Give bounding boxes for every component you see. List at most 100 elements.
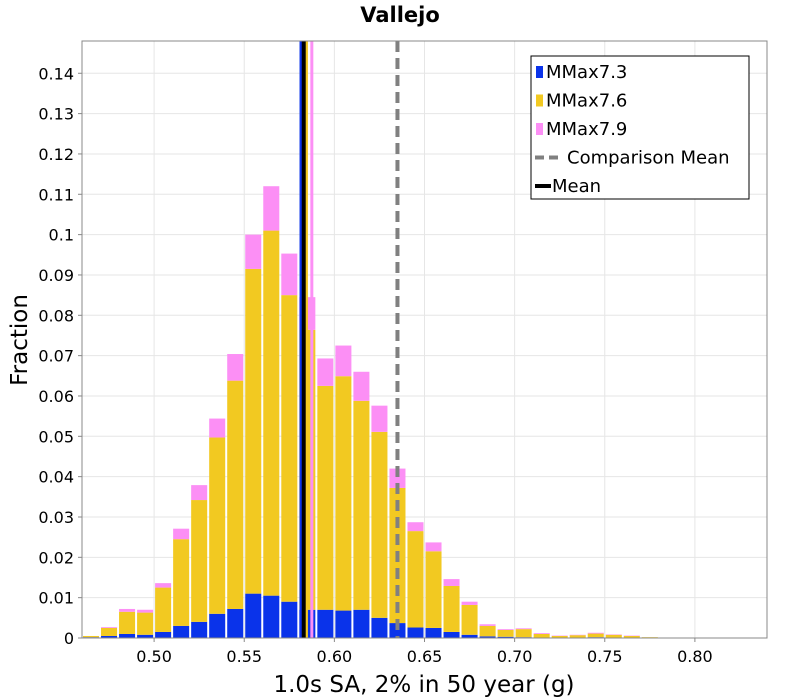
- y-tick-label: 0.06: [38, 387, 74, 406]
- bar-mmax7-9: [137, 609, 154, 613]
- x-tick-label: 0.60: [317, 647, 353, 666]
- x-tick-label: 0.65: [407, 647, 443, 666]
- y-tick-label: 0.08: [38, 306, 74, 325]
- bar-mmax7-6: [623, 635, 640, 638]
- y-axis-ticks: 0 0.01 0.02 0.03 0.04 0.05 0.06 0.07 0.08 0.09 0.1…: [38, 64, 82, 648]
- bar-mmax7-9: [317, 358, 334, 386]
- bar-mmax7-6: [479, 625, 496, 637]
- bar-mmax7-6: [137, 612, 154, 635]
- bar-mmax7-9: [263, 186, 280, 231]
- y-tick-label: 0: [64, 629, 74, 648]
- legend-box: [530, 55, 750, 200]
- bar-mmax7-6: [371, 431, 388, 618]
- bar-mmax7-6: [461, 604, 478, 635]
- y-tick-label: 0.03: [38, 508, 74, 527]
- bar-mmax7-3: [371, 617, 388, 638]
- bar-mmax7-9: [443, 579, 460, 586]
- bar-mmax7-3: [281, 601, 298, 638]
- mean-lines: [299, 41, 400, 638]
- bar-mmax7-3: [173, 625, 190, 638]
- legend-label: Mean: [552, 176, 601, 197]
- bar-mmax7-9: [407, 522, 424, 532]
- y-tick-label: 0.05: [38, 427, 74, 446]
- bar-mmax7-3: [353, 609, 370, 638]
- bar-mmax7-6: [83, 635, 100, 638]
- bar-mmax7-6: [335, 376, 352, 611]
- bar-mmax7-9: [461, 601, 478, 605]
- legend-label: MMax7.6: [546, 91, 627, 112]
- bar-mmax7-6: [281, 295, 298, 602]
- x-tick-label: 0.80: [677, 647, 713, 666]
- bar-mmax7-3: [137, 634, 154, 638]
- bar-mmax7-9: [335, 345, 352, 377]
- x-tick-label: 0.70: [497, 647, 533, 666]
- y-tick-label: 0.07: [38, 347, 74, 366]
- legend-label: Comparison Mean: [567, 148, 730, 169]
- bar-mmax7-9: [353, 371, 370, 401]
- y-tick-label: 0.02: [38, 548, 74, 567]
- bar-mmax7-6: [407, 531, 424, 628]
- bar-mmax7-9: [587, 632, 604, 634]
- bar-mmax7-9: [515, 628, 532, 630]
- bar-mmax7-9: [425, 542, 442, 552]
- bar-mmax7-9: [497, 629, 514, 630]
- bar-mmax7-6: [245, 268, 262, 594]
- bar-mmax7-9: [479, 624, 496, 626]
- y-tick-label: 0.14: [38, 64, 74, 83]
- bar-mmax7-9: [371, 405, 388, 432]
- bar-mmax7-6: [605, 634, 622, 638]
- bar-mmax7-9: [101, 627, 118, 628]
- bar-mmax7-6: [317, 385, 334, 610]
- bar-mmax7-6: [533, 633, 550, 638]
- bar-mmax7-6: [191, 500, 208, 622]
- bar-mmax7-6: [155, 587, 172, 632]
- y-tick-label: 0.04: [38, 468, 74, 487]
- legend-label: MMax7.9: [546, 119, 627, 140]
- bar-mmax7-9: [227, 354, 244, 381]
- bar-mmax7-3: [407, 627, 424, 638]
- bar-mmax7-9: [173, 528, 190, 540]
- y-tick-label: 0.11: [38, 185, 74, 204]
- bar-mmax7-3: [245, 593, 262, 638]
- bar-mmax7-3: [497, 636, 514, 638]
- bar-mmax7-9: [389, 468, 406, 488]
- bar-mmax7-6: [587, 633, 604, 638]
- bar-mmax7-3: [389, 623, 406, 638]
- y-tick-label: 0.09: [38, 266, 74, 285]
- y-axis-label: Fraction: [7, 294, 33, 386]
- bar-mmax7-6: [173, 539, 190, 626]
- x-tick-label: 0.75: [587, 647, 623, 666]
- bar-mmax7-6: [209, 437, 226, 614]
- x-axis-label: 1.0s SA, 2% in 50 year (g): [273, 672, 574, 698]
- legend-swatch: [536, 123, 543, 135]
- chart-title: Vallejo: [360, 3, 440, 27]
- bar-mmax7-3: [317, 609, 334, 638]
- x-axis-ticks: 0.50 0.55 0.60 0.65 0.70 0.75 0.80: [136, 638, 713, 666]
- bar-mmax7-6: [353, 400, 370, 610]
- bar-mmax7-9: [191, 485, 208, 501]
- bar-mmax7-3: [101, 635, 118, 638]
- bar-mmax7-9: [281, 253, 298, 296]
- bar-mmax7-6: [551, 635, 568, 638]
- bar-mmax7-9: [119, 608, 136, 612]
- bar-mmax7-3: [425, 627, 442, 638]
- bar-mmax7-6: [263, 230, 280, 596]
- bar-mmax7-9: [245, 234, 262, 269]
- legend-swatch: [536, 66, 543, 78]
- bar-mmax7-6: [515, 629, 532, 638]
- bar-mmax7-6: [101, 627, 118, 636]
- bar-mmax7-3: [263, 595, 280, 638]
- bar-mmax7-3: [227, 608, 244, 638]
- x-tick-label: 0.55: [226, 647, 262, 666]
- bar-mmax7-3: [119, 633, 136, 638]
- bar-mmax7-3: [155, 631, 172, 638]
- bar-mmax7-9: [155, 583, 172, 588]
- x-tick-label: 0.50: [136, 647, 172, 666]
- y-tick-label: 0.13: [38, 105, 74, 124]
- bar-mmax7-6: [569, 635, 586, 638]
- bar-mmax7-3: [335, 610, 352, 638]
- bar-mmax7-3: [209, 613, 226, 638]
- bar-mmax7-6: [425, 551, 442, 628]
- bar-mmax7-3: [461, 634, 478, 638]
